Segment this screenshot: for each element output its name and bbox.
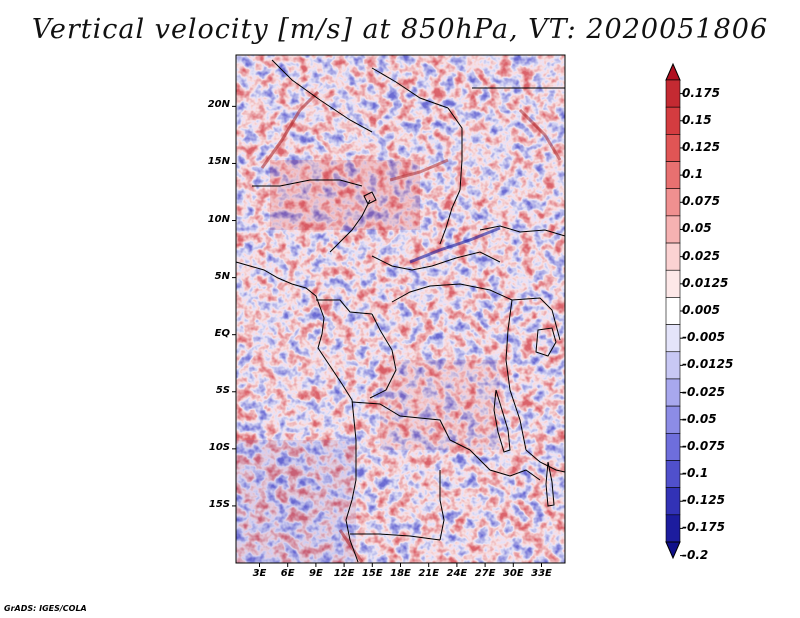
colorbar-swatch [665, 324, 681, 353]
colorbar-swatch [665, 79, 681, 108]
lon-label: 3E [252, 568, 267, 579]
nigeria-cameroon-border [329, 199, 371, 253]
colorbar-label: 0.125 [682, 139, 720, 154]
lat-label: 10S [208, 441, 230, 453]
latitude-ticks [232, 105, 236, 507]
colorbar-swatch [665, 405, 681, 434]
colorbar-label: 0.025 [682, 248, 720, 263]
colorbar-swatch [665, 432, 681, 461]
colorbar-label: 0.075 [682, 194, 720, 209]
lon-label: 12E [333, 568, 355, 579]
colorbar-swatch [665, 161, 681, 190]
colorbar-swatch [665, 215, 681, 244]
car-south-border [371, 251, 501, 271]
lake-chad [363, 191, 377, 205]
chad-sudan-border [439, 189, 461, 245]
cameroon-gabon-border [316, 299, 373, 315]
colorbar-label: -0.0125 [682, 357, 734, 372]
lon-label: 15E [361, 568, 383, 579]
lon-label: 33E [531, 568, 552, 579]
colorbar-label: -0.075 [682, 438, 725, 453]
colorbar-swatch [665, 242, 681, 271]
lon-label: 18E [390, 568, 411, 579]
longitude-ticks [259, 563, 542, 567]
colorbar-swatch [665, 106, 681, 135]
colorbar-swatch [665, 269, 681, 298]
libya-chad-border [447, 107, 463, 191]
lat-label: 10N [207, 213, 230, 225]
colorbar-label: 0.175 [682, 85, 720, 100]
lat-label: 15S [208, 498, 230, 510]
map-title: Vertical velocity [m/s] at 850hPa, VT: 2… [31, 14, 769, 45]
colorbar [665, 62, 683, 560]
drc-north-border [391, 283, 513, 303]
velocity-field [236, 55, 565, 563]
colorbar-label: -0.175 [682, 520, 725, 535]
colorbar-swatch [665, 351, 681, 380]
colorbar-label: 0.005 [682, 303, 720, 317]
niger-nigeria-border [252, 179, 363, 187]
blue-region-atlantic [236, 440, 356, 563]
colorbar-swatch [665, 514, 681, 543]
lat-label: EQ [214, 327, 230, 339]
lat-label: 20N [207, 99, 230, 111]
lat-label: 5S [215, 384, 230, 396]
blue-streak-car [409, 226, 501, 264]
red-streak-sahara [260, 90, 320, 169]
lake-victoria [535, 327, 557, 357]
lon-label: 27E [474, 568, 496, 579]
lon-label: 30E [502, 568, 524, 579]
red-streak-angola [338, 529, 364, 563]
red-region-congo [380, 360, 500, 450]
red-streak-chad [389, 158, 449, 182]
lat-label: 15N [207, 156, 230, 168]
colorbar-label: 0.0125 [682, 275, 729, 290]
lon-label: 24E [446, 568, 468, 579]
colorbar-swatch [665, 134, 681, 162]
colorbar-swatch [665, 460, 681, 488]
lat-label: 5N [214, 270, 230, 282]
colorbar-swatch [665, 297, 681, 325]
angola-zambia-border [439, 470, 445, 541]
colorbar-label: -0.2 [682, 547, 709, 562]
zambia-border [469, 449, 541, 481]
angola-namibia-border [350, 533, 441, 541]
colorbar-swatch [665, 378, 681, 407]
congo-drc-border [369, 313, 397, 399]
colorbar-label: 0.1 [682, 167, 704, 182]
colorbar-swatch [665, 487, 681, 516]
lon-label: 9E [308, 568, 323, 579]
libya-niger-border [371, 67, 449, 109]
grads-credit: GrADS: IGES/COLA [4, 604, 87, 613]
colorbar-label: -0.125 [682, 493, 725, 508]
country-borders [235, 59, 566, 563]
algeria-niger-border [271, 59, 373, 133]
drc-east-border [505, 299, 527, 451]
lake-tanganyika [493, 389, 511, 453]
red-streak-sudan [518, 108, 562, 161]
drc-angola-border [351, 401, 471, 451]
colorbar-top-arrow [665, 62, 681, 81]
colorbar-label: -0.1 [682, 466, 709, 481]
colorbar-label: -0.025 [682, 384, 725, 399]
west-africa-coastline [235, 261, 359, 563]
colorbar-swatch [665, 188, 681, 217]
red-region-sahel [270, 160, 420, 230]
sudan-south-border [479, 225, 566, 237]
colorbar-bottom-arrow [665, 541, 681, 560]
colorbar-label: 0.05 [682, 221, 712, 236]
colorbar-label: 0.15 [682, 112, 712, 127]
uganda-kenya-border [511, 297, 561, 341]
colorbar-label: -0.005 [682, 330, 725, 345]
lon-label: 21E [418, 568, 440, 579]
lake-malawi [545, 461, 555, 507]
colorbar-label: -0.05 [682, 411, 717, 426]
lon-label: 6E [280, 568, 295, 579]
